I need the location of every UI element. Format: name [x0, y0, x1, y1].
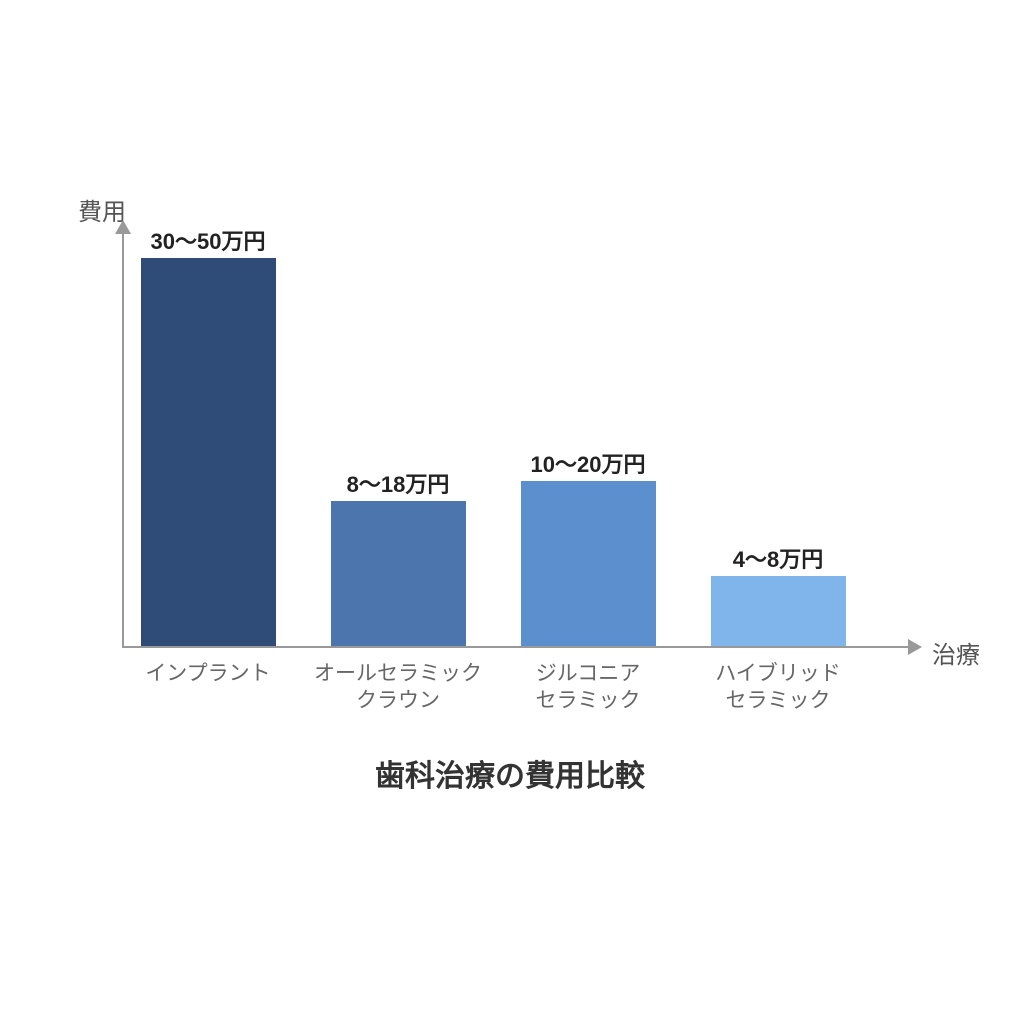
x-axis-line: [122, 646, 912, 648]
bar-value-label-0: 30〜50万円: [118, 224, 298, 256]
x-axis-arrow-icon: [908, 639, 922, 655]
x-axis-label: 治療: [932, 635, 980, 670]
bar-0: [141, 258, 276, 646]
bar-2: [521, 481, 656, 646]
chart-title: 歯科治療の費用比較: [375, 751, 645, 795]
bar-1: [331, 501, 466, 646]
bar-value-label-3: 4〜8万円: [688, 542, 868, 574]
cost-chart: 費用 治療 30〜50万円インプラント8〜18万円オールセラミッククラウン10〜…: [50, 200, 970, 800]
bar-value-label-1: 8〜18万円: [308, 467, 488, 499]
category-label-1: オールセラミッククラウン: [298, 660, 498, 715]
category-label-0: インプラント: [108, 660, 308, 687]
category-label-2: ジルコニアセラミック: [488, 660, 688, 715]
bar-3: [711, 576, 846, 646]
category-label-3: ハイブリッドセラミック: [678, 660, 878, 715]
bar-value-label-2: 10〜20万円: [498, 447, 678, 479]
y-axis-line: [122, 228, 124, 648]
